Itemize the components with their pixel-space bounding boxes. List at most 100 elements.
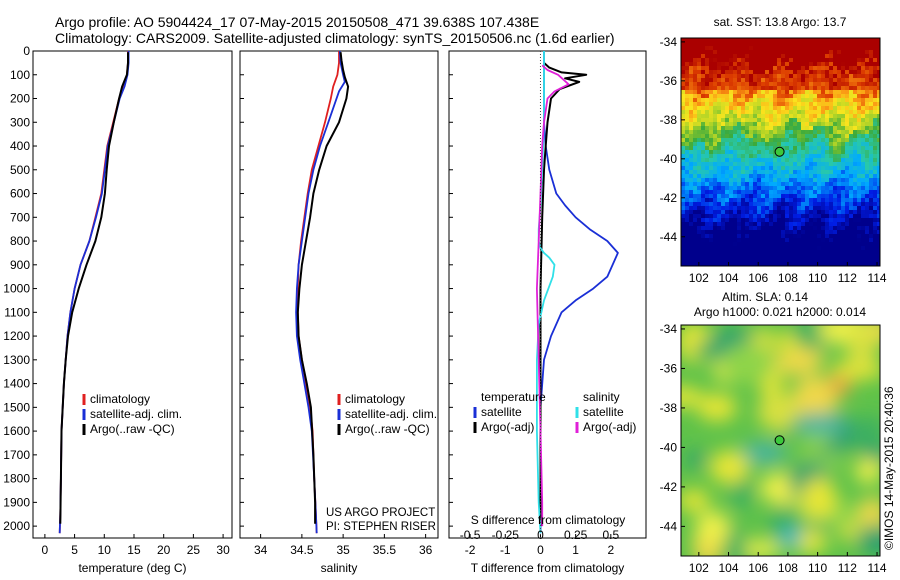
- map-sst-frame: [680, 37, 881, 267]
- depth-tick-label: 1300: [3, 353, 30, 367]
- lat-tick-label: -40: [660, 440, 678, 454]
- legend-entry: Argo(..raw -QC): [345, 422, 430, 436]
- project-annotation: US ARGO PROJECT: [326, 507, 435, 519]
- depth-tick-label: 1900: [3, 495, 30, 509]
- x-axis-label: temperature (deg C): [78, 561, 186, 575]
- depth-tick-label: 1200: [3, 329, 30, 343]
- lat-tick-label: -34: [660, 322, 678, 336]
- legend-entry: Argo(-adj): [583, 420, 636, 434]
- map-sla-frame: [680, 324, 881, 557]
- panel-sal-frame: [239, 50, 439, 539]
- x-tick-label: 15: [127, 543, 141, 557]
- x-tick-label: 20: [157, 543, 171, 557]
- depth-tick-label: 0: [23, 44, 30, 58]
- panel-sal: 34 34.5 35 35.5 36 salinity climatologysatelli…: [239, 50, 439, 575]
- sla-title: Altim. SLA: 0.14: [722, 290, 808, 304]
- lon-tick-label: 114: [867, 271, 886, 285]
- depth-tick-label: 400: [10, 139, 30, 153]
- s-tick-label: -0.5: [460, 528, 481, 542]
- s-tick-label: 0.25: [564, 528, 588, 542]
- s-tick-label: 0: [537, 528, 544, 542]
- argo-location-marker: [774, 435, 785, 446]
- lat-tick-label: -34: [660, 35, 678, 49]
- lon-tick-label: 102: [689, 561, 709, 575]
- x-axis-label: salinity: [321, 561, 358, 575]
- x-tick-label: 0: [42, 543, 49, 557]
- sst-title: sat. SST: 13.8 Argo: 13.7: [714, 15, 847, 29]
- x-tick-label: 0: [537, 543, 544, 557]
- imos-stamp: ©IMOS 14-May-2015 20:40:36: [882, 386, 896, 550]
- series-line-argo-raw-qc: [59, 52, 129, 524]
- legend-entry: satellite: [583, 405, 624, 419]
- panel-temp-frame: [32, 50, 233, 539]
- depth-tick-label: 1700: [3, 448, 30, 462]
- legend-entry: Argo(-adj): [481, 420, 534, 434]
- legend-entry: climatology: [90, 392, 150, 406]
- depth-tick-label: 300: [10, 115, 30, 129]
- legend-entry: satellite: [481, 405, 522, 419]
- panel-temp: 0100200300400500600700800900100011001200…: [3, 44, 233, 575]
- x-tick-label: 35.5: [373, 543, 397, 557]
- lat-tick-label: -44: [660, 519, 678, 533]
- depth-tick-label: 1800: [3, 472, 30, 486]
- legend-entry: climatology: [345, 392, 405, 406]
- map-sla: 102 104 106 108 110 112 114 -34 -36 -38 -40 -42 -44 A…: [660, 290, 887, 575]
- series-line-satellite-adj-clim: [295, 50, 346, 534]
- lon-tick-label: 106: [748, 271, 768, 285]
- lon-tick-label: 106: [748, 561, 768, 575]
- lon-tick-label: 112: [838, 561, 857, 575]
- series-line-temperature-argo-adj: [539, 62, 588, 527]
- panel-diff: -2 -1 0 1 2 T difference from climatology S di…: [448, 50, 647, 575]
- s-difference-label: S difference from climatology: [471, 513, 626, 527]
- header-line-1: Argo profile: AO 5904424_17 07-May-2015 …: [55, 14, 540, 30]
- x-axis-label: T difference from climatology: [471, 561, 625, 575]
- lon-tick-label: 108: [778, 271, 798, 285]
- x-tick-label: 5: [71, 543, 78, 557]
- series-line-salinity-argo-adj: [536, 64, 570, 527]
- lat-tick-label: -44: [660, 230, 678, 244]
- x-tick-label: 1: [572, 543, 579, 557]
- x-tick-label: 25: [187, 543, 201, 557]
- depth-tick-label: 700: [10, 210, 30, 224]
- x-tick-label: 34.5: [290, 543, 314, 557]
- depth-tick-label: 1000: [3, 282, 30, 296]
- lat-tick-label: -42: [660, 480, 678, 494]
- depth-tick-label: 500: [10, 163, 30, 177]
- lon-tick-label: 104: [719, 561, 739, 575]
- depth-tick-label: 2000: [3, 519, 30, 533]
- s-tick-label: -0.25: [492, 528, 520, 542]
- s-tick-label: 0.5: [602, 528, 619, 542]
- lon-tick-label: 114: [867, 561, 886, 575]
- pi-annotation: PI: STEPHEN RISER: [326, 521, 436, 533]
- x-tick-label: 35: [336, 543, 350, 557]
- lon-tick-label: 108: [778, 561, 798, 575]
- depth-tick-label: 1600: [3, 424, 30, 438]
- map-sst-field: [681, 38, 880, 266]
- lat-tick-label: -42: [660, 191, 678, 205]
- depth-tick-label: 600: [10, 187, 30, 201]
- depth-tick-label: 800: [10, 234, 30, 248]
- x-tick-label: -1: [500, 543, 511, 557]
- lat-tick-label: -38: [660, 113, 678, 127]
- lon-tick-label: 110: [808, 271, 827, 285]
- x-tick-label: -2: [465, 543, 476, 557]
- x-tick-label: 36: [419, 543, 433, 557]
- legend-entry: satellite-adj. clim.: [90, 407, 182, 421]
- lat-tick-label: -38: [660, 401, 678, 415]
- map-sst: 102 104 106 108 110 112 114 -34 -36 -38 -40 -42 -44 s…: [660, 15, 887, 285]
- lon-tick-label: 112: [838, 271, 857, 285]
- lat-tick-label: -40: [660, 152, 678, 166]
- lon-tick-label: 102: [689, 271, 709, 285]
- legend-group-title: temperature: [481, 390, 546, 404]
- depth-tick-label: 1100: [4, 305, 30, 319]
- legend-entry: Argo(..raw -QC): [90, 422, 175, 436]
- depth-tick-label: 100: [10, 68, 30, 82]
- lon-tick-label: 110: [808, 561, 827, 575]
- x-tick-label: 30: [216, 543, 230, 557]
- lat-tick-label: -36: [660, 361, 678, 375]
- depth-tick-label: 1500: [3, 400, 30, 414]
- depth-tick-label: 900: [10, 258, 30, 272]
- lon-tick-label: 104: [719, 271, 739, 285]
- depth-tick-label: 1400: [3, 377, 30, 391]
